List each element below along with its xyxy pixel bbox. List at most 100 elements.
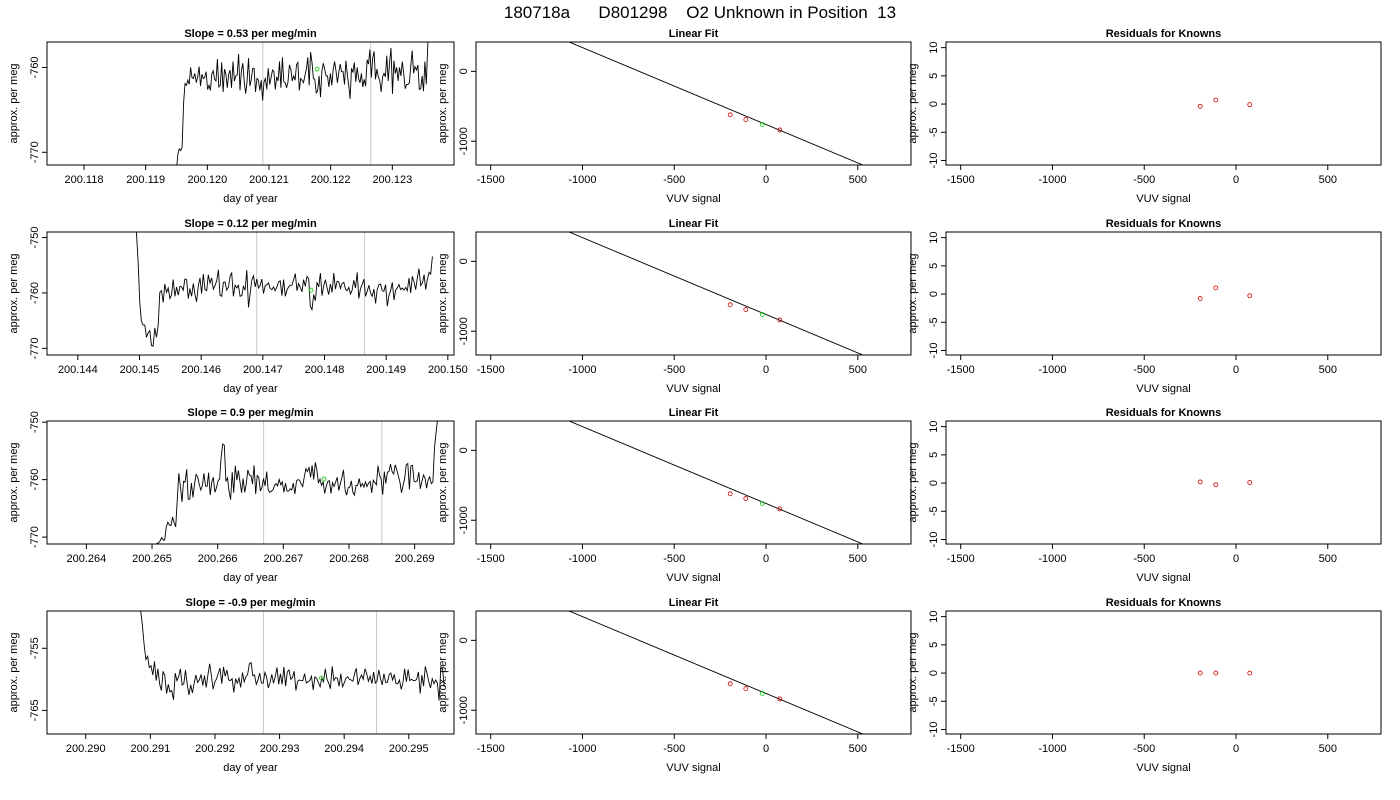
x-tick-label: -500 xyxy=(663,743,685,755)
x-tick-label: 200.122 xyxy=(311,174,351,186)
x-tick-label: 200.146 xyxy=(181,364,221,376)
x-tick-label: -1000 xyxy=(568,743,596,755)
x-axis-label: VUV signal xyxy=(1136,193,1190,205)
chart-title: Slope = 0.12 per meg/min xyxy=(184,218,317,230)
y-axis-label: approx. per meg xyxy=(907,442,919,522)
data-point xyxy=(1197,103,1203,109)
y-tick-label: 0 xyxy=(458,68,470,74)
y-tick-label: -5 xyxy=(928,317,940,327)
chart-panel-2: Linear Fit -1500 -1000 -500 0 500 0 -1000 VUV si… xyxy=(437,28,912,205)
y-tick-label: 10 xyxy=(928,611,940,623)
y-tick-label: -770 xyxy=(29,337,41,359)
chart-title: Linear Fit xyxy=(669,597,719,609)
x-tick-label: 500 xyxy=(1319,553,1337,565)
y-tick-label: 10 xyxy=(928,232,940,244)
fit-line xyxy=(567,421,864,544)
fit-line xyxy=(567,232,864,355)
x-tick-label: 200.147 xyxy=(243,364,283,376)
x-tick-label: 0 xyxy=(763,743,769,755)
chart-panel-10: Slope = -0.9 per meg/min 200.290 200.291 20… xyxy=(8,597,455,774)
data-point xyxy=(1247,670,1253,676)
y-axis-label: approx. per meg xyxy=(8,442,20,522)
x-tick-label: 200.268 xyxy=(329,553,369,565)
chart-title: Residuals for Knowns xyxy=(1106,28,1222,40)
x-tick-label: -1000 xyxy=(568,174,596,186)
y-tick-label: -10 xyxy=(928,153,940,169)
chart-title: Linear Fit xyxy=(669,407,719,419)
plot-frame xyxy=(46,610,455,735)
chart-panel-8: Linear Fit -1500 -1000 -500 0 500 0 -1000 VUV si… xyxy=(437,407,912,584)
x-tick-label: -1500 xyxy=(947,553,975,565)
plot-frame xyxy=(475,41,912,166)
y-tick-label: -10 xyxy=(928,343,940,359)
y-tick-label: -760 xyxy=(29,56,41,78)
y-axis-label: approx. per meg xyxy=(437,63,449,143)
data-point xyxy=(1213,482,1219,488)
y-axis-label: approx. per meg xyxy=(907,63,919,143)
x-tick-label: -1000 xyxy=(1038,364,1066,376)
y-tick-label: 0 xyxy=(458,637,470,643)
y-tick-label: -5 xyxy=(928,127,940,137)
x-tick-label: 0 xyxy=(763,364,769,376)
x-tick-label: -1000 xyxy=(1038,174,1066,186)
x-tick-label: 200.150 xyxy=(428,364,468,376)
data-point xyxy=(777,696,783,702)
data-point xyxy=(777,317,783,323)
y-tick-label: -1000 xyxy=(458,506,470,534)
y-tick-label: -5 xyxy=(928,696,940,706)
y-tick-label: 5 xyxy=(928,642,940,648)
chart-title: Residuals for Knowns xyxy=(1106,597,1222,609)
x-axis-label: VUV signal xyxy=(666,762,720,774)
x-tick-label: -500 xyxy=(663,174,685,186)
x-tick-label: 200.123 xyxy=(372,174,412,186)
plot-frame xyxy=(945,41,1382,166)
data-point xyxy=(1197,296,1203,301)
x-axis-label: VUV signal xyxy=(666,572,720,584)
x-tick-label: -500 xyxy=(1133,553,1155,565)
chart-panel-11: Linear Fit -1500 -1000 -500 0 500 0 -1000 VUV si… xyxy=(437,597,912,774)
x-tick-label: 200.119 xyxy=(126,174,165,186)
chart-title: Linear Fit xyxy=(669,28,719,40)
y-axis-label: approx. per meg xyxy=(437,253,449,333)
data-point xyxy=(777,127,783,133)
x-tick-label: 500 xyxy=(849,364,867,376)
x-tick-label: 0 xyxy=(1233,174,1239,186)
data-point xyxy=(1247,293,1253,299)
chart-panel-5: Linear Fit -1500 -1000 -500 0 500 0 -1000 VUV si… xyxy=(437,218,912,395)
plot-frame xyxy=(945,420,1382,545)
y-tick-label: 10 xyxy=(928,421,940,433)
x-tick-label: 200.266 xyxy=(198,553,238,565)
data-point xyxy=(1247,480,1253,485)
x-axis-label: day of year xyxy=(223,193,278,205)
plot-frame xyxy=(475,610,912,735)
x-tick-label: -1500 xyxy=(477,364,505,376)
plot-frame xyxy=(46,41,455,166)
data-point xyxy=(319,675,324,681)
data-point xyxy=(727,681,733,687)
x-tick-label: 0 xyxy=(1233,743,1239,755)
chart-title: Residuals for Knowns xyxy=(1106,218,1222,230)
y-tick-label: -755 xyxy=(29,637,41,659)
chart-panel-4: Slope = 0.12 per meg/min 200.144 200.145 20… xyxy=(8,218,468,395)
x-tick-label: 0 xyxy=(763,174,769,186)
y-tick-label: -770 xyxy=(29,526,41,548)
x-tick-label: 200.118 xyxy=(65,174,104,186)
x-tick-label: 200.293 xyxy=(260,743,300,755)
x-tick-label: 200.294 xyxy=(324,743,364,755)
x-tick-label: -1500 xyxy=(947,364,975,376)
y-tick-label: -1000 xyxy=(458,696,470,724)
x-axis-label: VUV signal xyxy=(1136,383,1190,395)
chart-title: Slope = 0.9 per meg/min xyxy=(187,407,314,419)
y-tick-label: -765 xyxy=(29,699,41,721)
x-tick-label: 200.267 xyxy=(263,553,303,565)
chart-title: Linear Fit xyxy=(669,218,719,230)
y-tick-label: 0 xyxy=(458,447,470,453)
y-axis-label: approx. per meg xyxy=(437,632,449,712)
x-axis-label: day of year xyxy=(223,383,278,395)
series-line xyxy=(156,421,438,544)
y-tick-label: 5 xyxy=(928,452,940,458)
x-tick-label: 200.149 xyxy=(366,364,406,376)
x-tick-label: -500 xyxy=(663,364,685,376)
data-point xyxy=(727,112,733,118)
